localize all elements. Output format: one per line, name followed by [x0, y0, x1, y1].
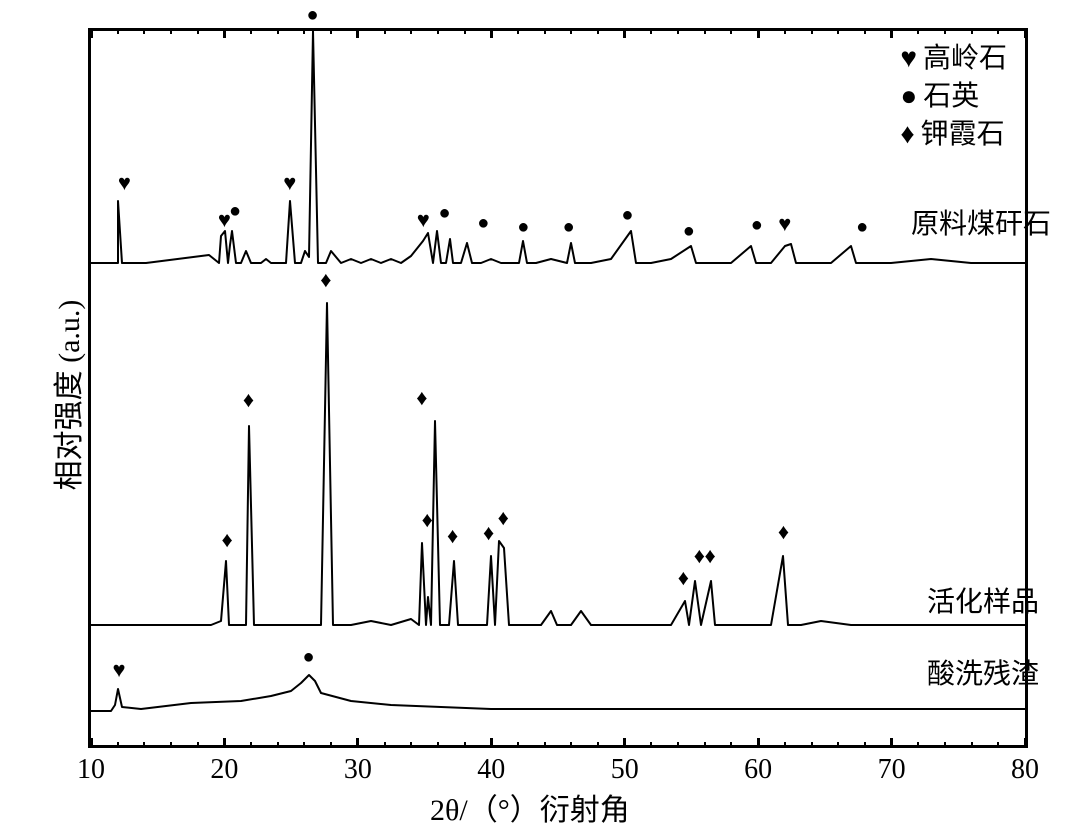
- xrd-chart: 相对强度 (a.u.) 原料煤矸石♥♥●♥●♥●●●●●●●♥●活化样品♦♦♦♦…: [0, 0, 1079, 831]
- peak-marker-heart: ♥: [112, 659, 125, 681]
- legend: ♥高岭石●石英♦钾霞石: [900, 40, 1007, 153]
- x-tick-label: 20: [210, 756, 238, 784]
- y-axis-label: 相对强度 (a.u.): [55, 285, 85, 505]
- x-tick-label: 40: [477, 756, 505, 784]
- legend-item-heart: ♥高岭石: [900, 40, 1007, 78]
- legend-glyph-diamond-icon: ♦: [900, 116, 914, 154]
- x-tick-label: 60: [744, 756, 772, 784]
- x-tick-label: 30: [344, 756, 372, 784]
- legend-glyph-dot-icon: ●: [900, 78, 917, 116]
- series-label-residue: 酸洗残渣: [927, 661, 1039, 689]
- x-tick-label: 10: [77, 756, 105, 784]
- legend-glyph-heart-icon: ♥: [900, 40, 917, 78]
- legend-item-diamond: ♦钾霞石: [900, 116, 1007, 154]
- legend-item-dot: ●石英: [900, 78, 1007, 116]
- x-tick-label: 50: [611, 756, 639, 784]
- x-tick-label: 80: [1011, 756, 1039, 784]
- plot-area: 原料煤矸石♥♥●♥●♥●●●●●●●♥●活化样品♦♦♦♦♦♦♦♦♦♦♦♦酸洗残渣…: [91, 31, 1025, 745]
- x-axis-label: 2θ/（°）衍射角: [430, 796, 630, 826]
- xrd-pattern-residue: [91, 31, 1025, 745]
- legend-label: 钾霞石: [921, 116, 1005, 154]
- peak-marker-dot: ●: [302, 647, 314, 667]
- peak-marker-dot: ●: [306, 5, 318, 25]
- plot-frame: 原料煤矸石♥♥●♥●♥●●●●●●●♥●活化样品♦♦♦♦♦♦♦♦♦♦♦♦酸洗残渣…: [88, 28, 1028, 748]
- x-tick-label: 70: [878, 756, 906, 784]
- legend-label: 高岭石: [923, 40, 1007, 78]
- legend-label: 石英: [923, 78, 979, 116]
